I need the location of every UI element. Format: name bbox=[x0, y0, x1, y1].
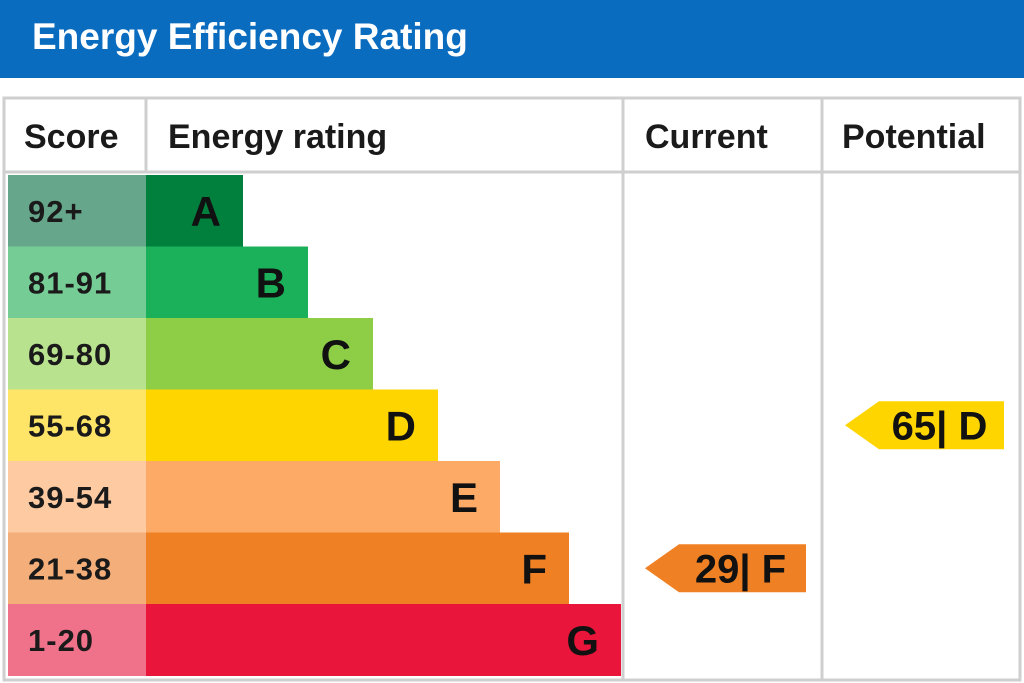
rating-bar-e bbox=[146, 461, 500, 533]
rating-letter-b: B bbox=[256, 259, 286, 306]
band-c: 69-80 C bbox=[8, 318, 373, 390]
rating-arrows: 29| F 65| D bbox=[645, 401, 1004, 593]
rating-bar-f bbox=[146, 532, 569, 605]
rating-letter-a: A bbox=[191, 188, 221, 235]
rating-letter-d: D bbox=[386, 402, 416, 449]
band-g: 1-20 G bbox=[8, 604, 621, 676]
band-d: 55-68 D bbox=[8, 389, 438, 462]
band-f: 21-38 F bbox=[8, 532, 569, 605]
score-cell-e bbox=[8, 461, 146, 533]
score-label-b: 81-91 bbox=[28, 265, 112, 300]
rating-letter-g: G bbox=[566, 617, 599, 664]
header-potential: Potential bbox=[842, 118, 986, 156]
score-cell-b bbox=[8, 246, 146, 319]
header-score: Score bbox=[24, 118, 119, 156]
band-e: 39-54 E bbox=[8, 461, 500, 533]
header-energy-rating: Energy rating bbox=[168, 118, 387, 156]
chart-title: Energy Efficiency Rating bbox=[32, 16, 468, 57]
score-label-f: 21-38 bbox=[28, 551, 112, 586]
potential-rating-arrow-shape bbox=[845, 401, 1004, 450]
column-headers: Score Energy rating Current Potential bbox=[24, 118, 986, 156]
potential-rating-arrow-label: 65| D bbox=[892, 404, 988, 448]
score-label-e: 39-54 bbox=[28, 480, 112, 515]
table-frame bbox=[2, 96, 1022, 682]
score-label-c: 69-80 bbox=[28, 337, 112, 372]
band-b: 81-91 B bbox=[8, 246, 308, 319]
score-cell-f bbox=[8, 532, 146, 605]
score-cell-d bbox=[8, 389, 146, 462]
rating-bar-b bbox=[146, 246, 308, 319]
rating-letter-e: E bbox=[450, 474, 478, 521]
rating-bar-g bbox=[146, 604, 621, 676]
table-grid bbox=[2, 96, 1022, 682]
potential-rating-arrow: 65| D bbox=[845, 401, 1004, 450]
rating-letter-f: F bbox=[521, 545, 547, 592]
header-bar: Energy Efficiency Rating bbox=[0, 0, 1024, 78]
rating-letter-c: C bbox=[321, 331, 351, 378]
current-rating-arrow: 29| F bbox=[645, 544, 806, 593]
score-cell-a bbox=[8, 175, 146, 247]
rating-bar-d bbox=[146, 389, 438, 462]
rating-bar-c bbox=[146, 318, 373, 390]
score-cell-g bbox=[8, 604, 146, 676]
rating-bar-a bbox=[146, 175, 243, 247]
score-label-a: 92+ bbox=[28, 194, 84, 229]
score-cell-c bbox=[8, 318, 146, 390]
score-label-d: 55-68 bbox=[28, 408, 112, 443]
score-label-g: 1-20 bbox=[28, 623, 94, 658]
current-rating-arrow-shape bbox=[645, 544, 806, 593]
header-current: Current bbox=[645, 118, 768, 156]
rating-bands: 92+ A 81-91 B 69-80 C 55-68 D 39-54 E 21-38 F 1-20 G bbox=[8, 175, 621, 676]
current-rating-arrow-label: 29| F bbox=[695, 547, 786, 591]
band-a: 92+ A bbox=[8, 175, 243, 247]
